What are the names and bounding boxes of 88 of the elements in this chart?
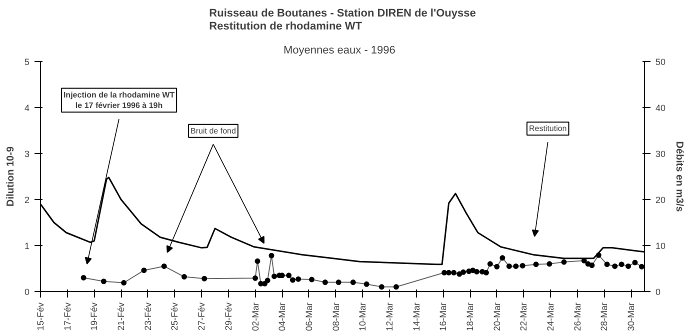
annotation: Bruit de fond xyxy=(190,126,236,136)
x-tick-label: 17-Fév xyxy=(62,302,72,331)
point xyxy=(626,263,632,269)
point xyxy=(513,263,519,269)
x-tick-label: 02-Mar xyxy=(250,302,260,332)
point xyxy=(561,259,567,265)
point xyxy=(308,276,314,282)
point xyxy=(322,280,328,286)
y2-tick-label: 30 xyxy=(656,149,666,159)
point xyxy=(121,280,127,286)
point xyxy=(581,258,587,264)
x-tick-label: 04-Mar xyxy=(277,302,288,332)
x-tick-label: 08-Mar xyxy=(330,302,341,332)
y-tick-label: 0 xyxy=(24,287,30,297)
y-tick-label: 2 xyxy=(24,195,30,205)
y-tick-label: 4 xyxy=(24,103,30,113)
point xyxy=(336,280,342,286)
point xyxy=(487,261,493,267)
point xyxy=(181,274,187,280)
point xyxy=(202,276,208,282)
chart-subtitle: Moyennes eaux - 1996 xyxy=(283,44,396,56)
point xyxy=(80,274,86,280)
point xyxy=(638,264,644,270)
y2-tick-label: 50 xyxy=(656,57,666,67)
point xyxy=(264,278,270,284)
point xyxy=(393,284,399,290)
y-tick-label: 5 xyxy=(24,57,30,67)
point xyxy=(254,258,260,264)
x-tick-label: 28-Mar xyxy=(599,302,610,332)
y-axis-title: Dilution 10-9 xyxy=(5,146,16,206)
x-tick-label: 22-Mar xyxy=(518,302,529,332)
point xyxy=(451,270,457,276)
point xyxy=(632,260,638,266)
y2-tick-label: 40 xyxy=(656,103,666,113)
point xyxy=(252,275,258,281)
point xyxy=(589,262,595,268)
point xyxy=(474,268,480,274)
point xyxy=(533,262,539,268)
x-tick-label: 29-Fév xyxy=(223,302,234,331)
point xyxy=(446,270,452,276)
x-tick-label: 23-Fév xyxy=(142,302,153,331)
chart-title: Ruisseau de Boutanes - Station DIREN de l'Ouysse Restitution de rhodamine WT xyxy=(209,7,476,32)
point xyxy=(378,284,384,290)
x-tick-label: 30-Mar xyxy=(626,302,636,332)
point xyxy=(604,262,610,268)
y2-tick-label: 0 xyxy=(656,287,661,297)
point xyxy=(460,269,466,275)
x-tick-label: 15-Fév xyxy=(36,302,46,331)
x-tick-label: 24-Mar xyxy=(546,302,556,332)
x-tick-label: 10-Mar xyxy=(358,302,368,332)
point xyxy=(272,274,278,280)
x-tick-label: 18-Mar xyxy=(465,302,476,332)
x-tick-label: 27-Fév xyxy=(196,302,207,331)
x-tick-label: 21-Fév xyxy=(116,302,126,331)
x-tick-label: 20-Mar xyxy=(492,302,502,332)
point xyxy=(546,261,552,267)
point xyxy=(100,278,106,284)
point xyxy=(161,263,167,269)
point xyxy=(520,262,526,268)
y2-axis-title: Débits en m3/s xyxy=(674,141,685,212)
x-tick-label: 26-Mar xyxy=(572,302,582,332)
annotation: Injection de la rhodamine WT le 17 février 1996 à 19h xyxy=(63,90,175,110)
point xyxy=(141,268,147,274)
x-tick-label: 16-Mar xyxy=(438,302,448,332)
x-tick-label: 19-Fév xyxy=(89,302,100,331)
point xyxy=(500,255,506,261)
point xyxy=(286,272,292,278)
x-tick-label: 14-Mar xyxy=(411,302,422,332)
x-tick-label: 25-Fév xyxy=(170,302,180,331)
x-tick-label: 12-Mar xyxy=(384,302,394,332)
y-tick-label: 1 xyxy=(24,241,30,251)
point xyxy=(612,263,618,269)
point xyxy=(494,264,500,270)
point xyxy=(262,280,268,286)
annotation: Restitution xyxy=(528,124,567,134)
point xyxy=(483,270,489,276)
point xyxy=(296,276,302,282)
point xyxy=(350,280,356,286)
point xyxy=(268,252,274,258)
point xyxy=(596,252,602,258)
point xyxy=(618,262,624,268)
point xyxy=(364,281,370,287)
y2-tick-label: 20 xyxy=(656,195,666,205)
y2-tick-label: 10 xyxy=(656,241,666,251)
point xyxy=(506,263,512,269)
x-tick-label: 06-Mar xyxy=(304,302,314,332)
y-tick-label: 3 xyxy=(24,149,30,159)
point xyxy=(290,277,296,283)
